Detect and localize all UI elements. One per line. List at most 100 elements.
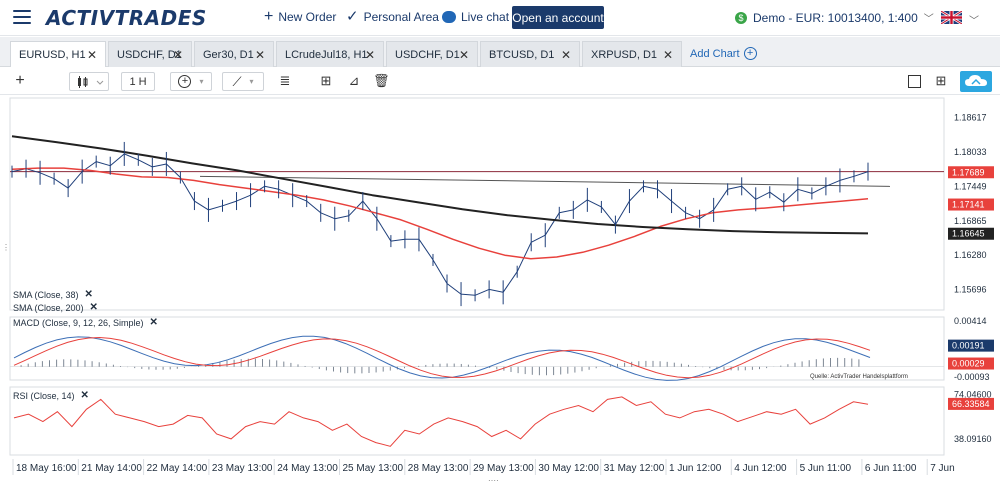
new-order-label: New Order [278,10,337,24]
chart-area[interactable]: 1.18617 1.18033 1.17449 1.16865 1.16280 1.156… [0,95,1000,486]
close-icon[interactable]: ✕ [149,317,158,328]
add-indicator-dropdown[interactable]: + ▾ [170,72,212,91]
tab-ger30-d1[interactable]: Ger30, D1 ✕ [194,41,274,67]
macd-value-label: 0.00029 [952,359,985,369]
open-account-button[interactable]: Open an account [512,6,604,29]
rsi-series-line [13,396,869,447]
close-icon[interactable]: ✕ [458,48,469,62]
close-icon[interactable]: ✕ [89,302,98,313]
price-value-label: 1.16645 [952,229,985,239]
add-chart-label: Add Chart [690,47,740,60]
single-layout-icon[interactable] [908,75,921,88]
close-icon[interactable]: ✕ [364,48,375,62]
tab-label: EURUSD, H1 [19,48,86,61]
x-tick-label: 30 May 12:00 [538,463,599,474]
macd-value-label: 0.00191 [952,341,985,351]
chevron-down-icon: ▾ [199,77,204,86]
timeframe-label: 1 H [129,75,147,88]
tab-label: Ger30, D1 [203,48,254,61]
x-tick-label: 5 Jun 11:00 [800,463,852,474]
resize-handle-icon[interactable]: ⋮ [2,243,10,252]
sma38-label: SMA (Close, 38) [13,289,79,300]
x-tick-label: 25 May 13:00 [343,463,404,474]
chevron-down-icon[interactable]: ﹀ [969,16,979,27]
macd-value-tag [948,357,994,370]
live-chat-label: Live chat [461,10,510,24]
rsi-tick-label: 38.09160 [954,434,992,444]
x-tick-label: 18 May 16:00 [16,463,77,474]
source-note: Quelle: ActivTrader Handelsplattform [810,374,908,380]
price-value-tag [948,227,994,240]
cloud-icon[interactable] [960,71,992,92]
close-icon[interactable]: ✕ [560,48,571,62]
close-icon[interactable]: ✕ [662,48,673,62]
top-bar: ACTIVTRADES + New Order ✓ Personal Area … [0,0,1000,36]
sma200-label: SMA (Close, 200) [13,302,84,313]
x-tick-label: 1 Jun 12:00 [669,463,722,474]
close-icon[interactable]: ✕ [254,48,265,62]
x-tick-label: 22 May 14:00 [147,463,208,474]
account-selector[interactable]: $ Demo - EUR: 10013400, 1:400 ﹀ [735,10,934,25]
drawing-settings-icon[interactable]: ⊿ [348,73,360,88]
plus-icon: + [264,8,274,25]
plus-circle-icon: + [178,75,192,88]
price-tick-label: 1.16280 [954,250,987,260]
line-tool-icon: ⟋ [232,73,242,89]
chart-canvas[interactable]: 1.18617 1.18033 1.17449 1.16865 1.16280 1.156… [0,95,1000,486]
live-chat-button[interactable]: Live chat [442,10,509,24]
trash-icon[interactable]: 🗑 [373,73,390,88]
chevron-down-icon: ﹀ [923,14,934,25]
price-tick-label: 1.17449 [954,181,987,191]
personal-area-label: Personal Area [363,10,439,24]
sma200-legend: SMA (Close, 200) ✕ [13,302,98,313]
tab-usdchf-d1-2[interactable]: USDCHF, D1 ✕ [386,41,478,67]
tab-label: USDCHF, D1 [395,48,460,61]
close-icon[interactable]: ✕ [86,48,97,62]
x-tick-label: 6 Jun 11:00 [865,463,917,474]
sma38-legend: SMA (Close, 38) ✕ [13,289,93,300]
brand-logo[interactable]: ACTIVTRADES [46,6,207,30]
tab-label: LCrudeJul18, H1 [285,48,368,61]
price-tick-label: 1.15696 [954,285,987,295]
close-icon[interactable]: ✕ [172,48,183,62]
tab-lcrude-h1[interactable]: LCrudeJul18, H1 ✕ [276,41,384,67]
menu-icon[interactable] [13,10,31,24]
tab-usdchf-d1[interactable]: USDCHF, D1 ✕ [108,41,192,67]
timeframe-dropdown[interactable]: 1 H [121,72,155,91]
close-icon[interactable]: ✕ [84,289,93,300]
chart-type-dropdown[interactable] [69,72,109,91]
tab-label: USDCHF, D1 [117,48,182,61]
macd-pane [9,316,945,381]
x-tick-label: 7 Jun [930,463,954,474]
rsi-value-tag [948,397,994,410]
grid-layout-icon[interactable]: ⊞ [935,73,947,88]
x-tick-label: 4 Jun 12:00 [734,463,787,474]
macd-legend: MACD (Close, 9, 12, 26, Simple) ✕ [13,317,158,328]
uk-flag-icon[interactable] [941,11,962,24]
tab-btcusd-d1[interactable]: BTCUSD, D1 ✕ [480,41,580,67]
account-label: Demo - EUR: 10013400, 1:400 [753,10,918,25]
price-tick-label: 1.16865 [954,216,987,226]
macd-value-tag [948,339,994,352]
x-tick-label: 31 May 12:00 [604,463,665,474]
rsi-legend: RSI (Close, 14) ✕ [13,390,89,401]
tab-xrpusd-d1[interactable]: XRPUSD, D1 ✕ [582,41,682,67]
price-value-label: 1.17689 [952,167,985,177]
crosshair-icon[interactable]: + [15,72,25,89]
rsi-value-label: 66.33584 [952,399,990,409]
drawing-tools-dropdown[interactable]: ⟋ ▾ [222,72,264,91]
fibonacci-icon[interactable]: ≣ [279,73,291,88]
tab-label: XRPUSD, D1 [591,48,658,61]
layout-icon[interactable]: ⊞ [320,73,332,88]
resize-handle-icon[interactable]: ‥‥ [488,474,499,483]
rsi-tick-label: 74.04600 [954,389,992,399]
close-icon[interactable]: ✕ [80,390,89,401]
tab-eurusd-h1[interactable]: EURUSD, H1 ✕ [10,41,106,67]
personal-area-button[interactable]: ✓ Personal Area [346,9,439,24]
plus-circle-icon: + [743,47,757,60]
x-tick-label: 28 May 13:00 [408,463,469,474]
add-chart-button[interactable]: Add Chart + [690,47,757,60]
chevron-down-icon: ▾ [249,77,254,86]
new-order-button[interactable]: + New Order [264,8,337,25]
sma38-series-line [11,167,869,260]
